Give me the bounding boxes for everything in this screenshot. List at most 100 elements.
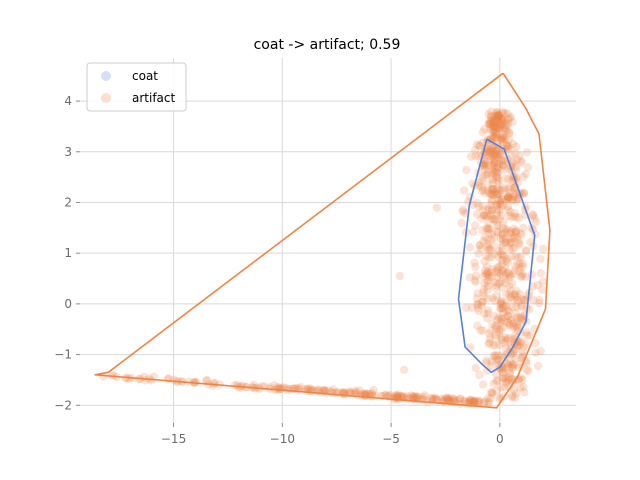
data-point	[496, 198, 505, 208]
data-point	[500, 228, 510, 237]
data-point	[497, 246, 507, 255]
data-point	[492, 200, 502, 209]
data-point	[460, 396, 469, 406]
data-point	[497, 135, 506, 144]
data-point	[483, 394, 492, 403]
data-point	[480, 156, 489, 166]
data-point	[500, 322, 509, 332]
data-point	[483, 306, 493, 315]
hull-lines	[94, 72, 551, 409]
data-point	[499, 223, 508, 233]
data-point	[483, 186, 493, 196]
data-point	[210, 378, 219, 388]
data-point	[506, 112, 515, 122]
data-point	[477, 301, 487, 310]
data-point	[479, 279, 489, 288]
data-point	[501, 333, 510, 342]
data-point	[498, 242, 507, 251]
data-point	[369, 385, 378, 395]
data-point	[522, 148, 532, 157]
data-point	[491, 189, 501, 198]
data-point	[381, 390, 391, 399]
data-point	[500, 338, 509, 348]
data-point	[516, 383, 525, 392]
data-point	[492, 370, 501, 379]
data-point	[489, 116, 498, 126]
data-point	[497, 133, 506, 142]
data-point	[535, 295, 544, 305]
data-point	[481, 159, 490, 169]
data-point	[494, 252, 503, 261]
data-point	[505, 135, 514, 144]
data-point	[496, 299, 505, 308]
data-point	[495, 206, 504, 215]
data-point	[494, 110, 503, 120]
data-point	[518, 375, 527, 385]
data-point	[492, 208, 501, 218]
data-point	[202, 376, 211, 385]
data-point	[493, 110, 503, 119]
data-point	[518, 262, 527, 271]
data-point	[510, 234, 519, 243]
data-point	[497, 114, 507, 124]
data-point	[504, 184, 513, 193]
data-point	[486, 245, 495, 255]
data-point	[483, 309, 493, 318]
data-point	[493, 351, 503, 360]
data-point	[516, 272, 525, 281]
data-point	[488, 184, 497, 194]
data-point	[485, 244, 495, 253]
data-point	[473, 397, 482, 406]
data-point	[501, 350, 511, 360]
data-point	[499, 301, 508, 311]
data-point	[146, 376, 156, 385]
data-point	[502, 195, 511, 205]
x-tick-label: −10	[270, 432, 295, 446]
data-point	[491, 341, 500, 350]
data-point	[492, 172, 502, 181]
chart-title: coat -> artifact; 0.59	[254, 37, 401, 53]
data-point	[484, 204, 493, 213]
data-point	[498, 166, 507, 175]
data-point	[496, 299, 505, 309]
data-point	[495, 199, 504, 208]
data-point	[511, 228, 521, 237]
data-point	[469, 397, 479, 406]
data-point	[488, 152, 498, 161]
data-point	[303, 384, 312, 394]
data-point	[344, 389, 353, 399]
data-point	[497, 256, 506, 265]
hull-coat	[457, 138, 536, 374]
data-point	[494, 111, 504, 120]
data-point	[512, 142, 521, 151]
data-point	[352, 387, 361, 397]
data-point	[483, 223, 493, 233]
data-point	[521, 245, 530, 255]
data-point	[518, 270, 527, 279]
data-point	[501, 256, 510, 266]
data-point	[498, 130, 508, 139]
data-point	[475, 141, 485, 151]
y-tick-label: 4	[64, 94, 72, 108]
data-point	[506, 358, 515, 367]
data-point	[498, 115, 507, 125]
data-point	[497, 283, 507, 292]
data-point	[477, 176, 487, 185]
data-point	[478, 380, 488, 389]
data-point	[509, 157, 518, 166]
data-point	[459, 186, 469, 195]
data-point	[506, 226, 516, 236]
data-point	[361, 391, 371, 401]
data-point	[512, 345, 521, 354]
data-point	[504, 373, 513, 383]
data-point	[489, 122, 499, 131]
data-point	[486, 154, 495, 163]
data-point	[503, 311, 512, 320]
data-point	[508, 195, 518, 204]
data-point	[499, 134, 508, 143]
data-point	[479, 237, 488, 246]
data-point	[296, 383, 306, 392]
data-point	[399, 365, 409, 374]
data-point	[121, 374, 130, 383]
data-point	[472, 294, 482, 303]
